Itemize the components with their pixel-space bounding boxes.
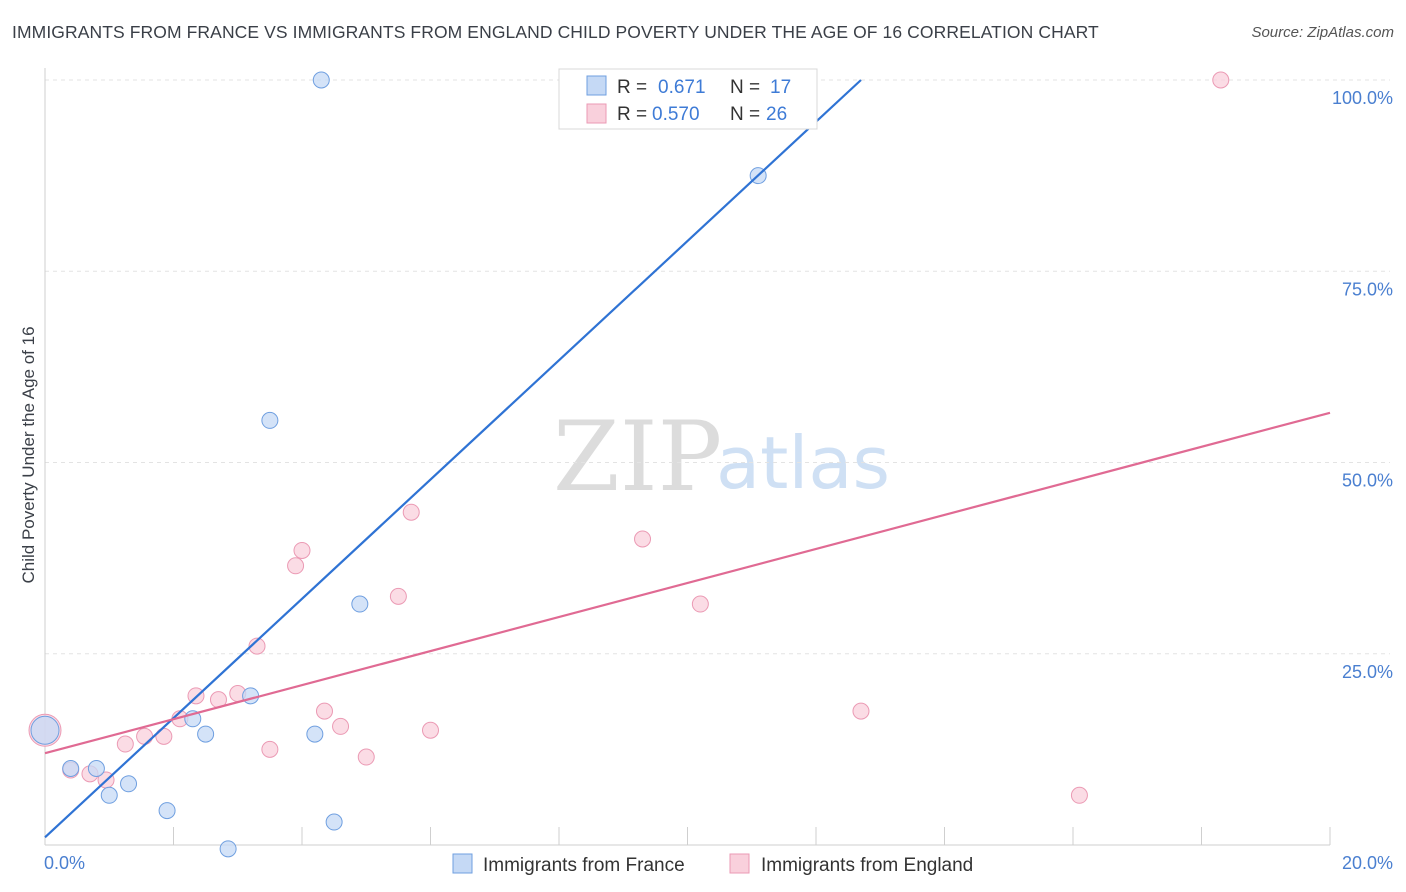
france-trend-line <box>44 79 862 839</box>
y-tick-label: 100.0% <box>1332 88 1393 108</box>
england-point <box>261 740 279 758</box>
legend-france-r-value: 0.671 <box>658 77 706 98</box>
france-point <box>120 775 138 793</box>
legend-england-swatch <box>586 103 607 124</box>
bottom-legend-france-label: Immigrants from France <box>483 855 685 876</box>
england-trend-line <box>44 411 1331 755</box>
source-credit: Source: ZipAtlas.com <box>1251 24 1394 41</box>
england-point <box>1212 71 1230 89</box>
france-point <box>351 595 369 613</box>
england-point <box>402 503 420 521</box>
trend-lines <box>44 79 1331 839</box>
france-point <box>158 802 176 820</box>
france-point <box>306 725 324 743</box>
legend-england-n-value: 26 <box>766 104 787 125</box>
bottom-legend: Immigrants from France Immigrants from E… <box>452 853 973 876</box>
bottom-legend-england-swatch <box>729 853 750 874</box>
x-tick-label-min: 0.0% <box>44 853 85 873</box>
chart-title: IMMIGRANTS FROM FRANCE VS IMMIGRANTS FRO… <box>12 22 1099 42</box>
france-point <box>312 71 330 89</box>
y-tick-label: 75.0% <box>1342 279 1393 299</box>
x-ticks <box>173 827 1331 845</box>
france-point <box>87 760 105 777</box>
y-axis-label: Child Poverty Under the Age of 16 <box>19 326 38 583</box>
y-tick-label: 25.0% <box>1342 662 1393 682</box>
legend-france-swatch <box>586 75 607 96</box>
england-point <box>332 717 350 735</box>
france-point <box>100 786 118 804</box>
france-points <box>30 71 767 858</box>
england-point <box>852 702 870 720</box>
england-point <box>293 541 311 559</box>
england-point <box>315 702 333 720</box>
england-point <box>691 595 709 613</box>
france-point <box>197 725 215 743</box>
y-tick-labels: 100.0% 75.0% 50.0% 25.0% <box>1332 88 1393 682</box>
legend-france-n-label: N = <box>730 77 760 98</box>
bottom-legend-france-swatch <box>452 853 473 874</box>
france-point <box>219 840 237 858</box>
france-point <box>325 813 343 831</box>
france-point <box>30 715 60 745</box>
england-point <box>116 735 134 753</box>
x-tick-label-max: 20.0% <box>1342 853 1393 873</box>
england-point <box>422 721 439 739</box>
legend-england-r-label: R = <box>617 104 647 125</box>
england-point <box>1070 786 1088 804</box>
bottom-legend-england-label: Immigrants from England <box>761 855 973 876</box>
england-point <box>287 557 305 575</box>
england-point <box>389 587 407 605</box>
grid-lines <box>45 79 1390 655</box>
france-point <box>242 687 260 705</box>
y-tick-label: 50.0% <box>1342 471 1393 491</box>
france-point <box>62 760 80 777</box>
france-point <box>261 411 279 429</box>
watermark-zip: ZIP <box>553 401 722 513</box>
legend-england-n-label: N = <box>730 104 760 125</box>
england-point <box>136 727 154 745</box>
legend-england-r-value: 0.570 <box>652 104 700 125</box>
england-point <box>248 637 266 655</box>
legend-box: R = 0.671 N = 17 R = 0.570 N = 26 <box>558 68 818 130</box>
england-point <box>357 748 375 766</box>
legend-france-n-value: 17 <box>770 77 791 98</box>
legend-france-r-label: R = <box>617 77 647 98</box>
england-point <box>634 530 652 548</box>
